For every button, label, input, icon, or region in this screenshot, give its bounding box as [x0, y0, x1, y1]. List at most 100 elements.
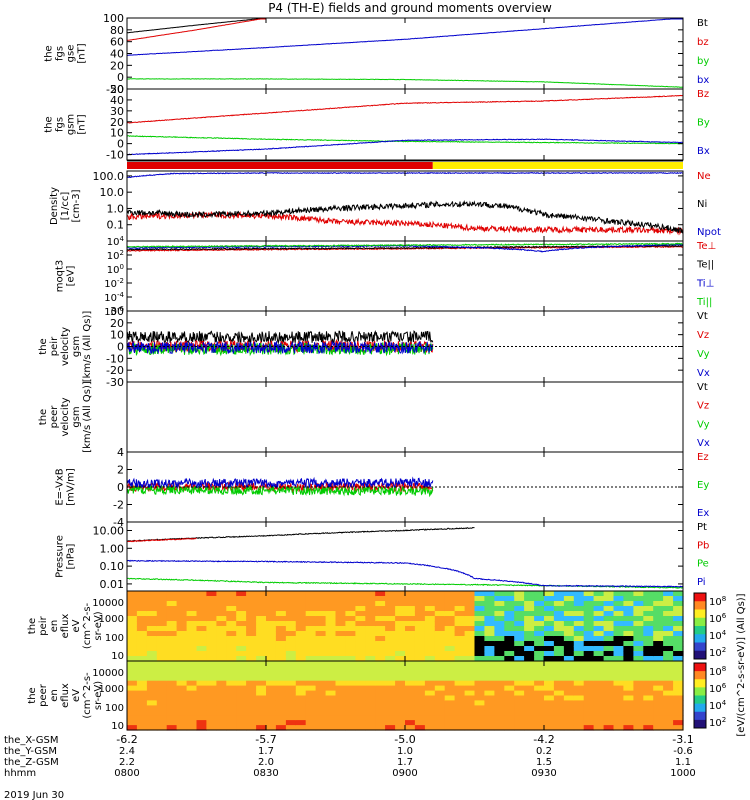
peir-eflux-cell: [424, 646, 436, 652]
fgs-gsm-legend-by: By: [697, 118, 710, 129]
peir-eflux-cell: [524, 616, 535, 622]
peer-eflux-cell: [236, 705, 247, 711]
peir-eflux-cell: [275, 601, 287, 607]
peer-eflux-cell: [573, 720, 585, 726]
peer-eflux-cell: [127, 725, 138, 731]
peer-eflux-cell: [166, 690, 178, 697]
peer-eflux-cell: [454, 715, 466, 721]
peer-eflux-cell: [226, 695, 237, 701]
peir-eflux-cell: [663, 656, 674, 662]
peir-eflux-cell: [166, 611, 178, 617]
peer-eflux-cell: [553, 705, 565, 711]
peir-eflux-cell: [295, 606, 307, 612]
peer-eflux-cell: [256, 665, 267, 672]
peir-eflux-cell: [176, 641, 188, 647]
peer-eflux-cell: [206, 710, 217, 716]
peir-eflux-cell: [236, 611, 247, 617]
peer-eflux-cell: [266, 705, 277, 711]
density-ylabel: [1/cc]: [60, 192, 71, 221]
peer-eflux-cell: [236, 715, 247, 721]
peir-eflux-cell: [335, 601, 346, 607]
peir-eflux-colorbar-cell: [694, 601, 706, 610]
peir-eflux-cell: [444, 601, 456, 607]
peer-eflux-cell: [593, 700, 605, 706]
peir-eflux-cell: [553, 631, 565, 637]
peer-eflux-cell: [315, 705, 327, 711]
fgs-gse-ytick-label: 20: [110, 59, 124, 72]
peir-eflux-cell: [365, 626, 376, 632]
peer-eflux-cell: [454, 720, 466, 726]
efield-ytick-label: -4: [113, 516, 124, 529]
peir-eflux-cell: [653, 641, 664, 647]
efield-ytick-label: -2: [113, 499, 124, 512]
peer-eflux-cell: [484, 705, 495, 711]
moqt3-frame: [126, 240, 684, 312]
efield-legend-ey: Ey: [697, 480, 709, 491]
peir-eflux-cell: [285, 601, 297, 607]
peer-eflux-cell: [603, 670, 615, 677]
peir-eflux-cell: [534, 651, 545, 657]
peir-eflux-cell: [673, 621, 684, 627]
peir-eflux-cell: [395, 616, 406, 622]
peir-eflux-cell: [643, 626, 654, 632]
peir-eflux-cell: [573, 656, 585, 662]
efield-legend-ez: Ez: [697, 452, 709, 463]
peir-eflux-cell: [246, 636, 257, 642]
peer-eflux-cell: [573, 710, 585, 716]
peir-eflux-cell: [216, 656, 227, 662]
peer-eflux-cell: [603, 685, 615, 692]
peer-velocity-ylabel: velocity: [60, 397, 71, 436]
peer-eflux-cell: [623, 685, 634, 692]
peir-eflux-cell: [335, 611, 346, 617]
peir-eflux-cell: [553, 591, 565, 597]
peer-eflux-cell: [146, 680, 158, 687]
peir-eflux-cell: [275, 656, 287, 662]
peer-eflux-cell: [444, 725, 456, 731]
peir-eflux-cell: [613, 651, 624, 657]
peer-eflux-cell: [355, 715, 366, 721]
peer-eflux-colorbar-cell: [694, 671, 706, 680]
peir-eflux-cell: [186, 616, 198, 622]
peir-eflux-cell: [226, 651, 237, 657]
peir-velocity-ylabel: peir: [49, 336, 60, 356]
peer-eflux-cell: [186, 725, 198, 731]
peer-eflux-cell: [613, 695, 624, 701]
peir-eflux-cell: [176, 616, 188, 622]
peer-eflux-cell: [464, 675, 476, 682]
pressure-legend-pt: Pt: [697, 522, 707, 533]
peir-eflux-cell: [305, 636, 317, 642]
peir-eflux-cell: [663, 636, 674, 642]
peer-eflux-cell: [514, 675, 525, 682]
peer-eflux-cell: [226, 685, 237, 692]
peir-eflux-cell: [534, 656, 545, 662]
peer-eflux-cell: [444, 685, 456, 692]
peer-eflux-cell: [246, 695, 257, 701]
peir-eflux-cell: [266, 636, 277, 642]
peir-eflux-cell: [434, 596, 446, 602]
peir-eflux-cell: [623, 601, 634, 607]
peir-eflux-cell: [544, 611, 555, 617]
peer-eflux-cell: [484, 680, 495, 687]
peir-eflux-cell: [663, 621, 674, 627]
peer-eflux-cell: [573, 675, 585, 682]
peer-eflux-cell: [166, 715, 178, 721]
peer-eflux-cell: [385, 705, 396, 711]
peir-eflux-cell: [514, 636, 525, 642]
peer-eflux-cell: [146, 725, 158, 731]
peer-eflux-cell: [405, 700, 416, 706]
peer-eflux-cell: [355, 690, 366, 697]
peir-eflux-cell: [295, 656, 307, 662]
peer-eflux-cell: [514, 705, 525, 711]
peer-eflux-cell: [514, 720, 525, 726]
peer-eflux-cell: [305, 700, 317, 706]
peir-eflux-ylabel: eflux: [60, 614, 71, 639]
peer-eflux-cell: [504, 700, 515, 706]
peir-eflux-cell: [444, 611, 456, 617]
peir-eflux-cell: [414, 591, 426, 597]
peer-eflux-cell: [156, 685, 168, 692]
peir-eflux-cell: [127, 626, 138, 632]
peir-eflux-cell: [146, 611, 158, 617]
peir-eflux-colorbar-cell: [694, 626, 706, 635]
peir-eflux-cell: [464, 616, 476, 622]
peir-eflux-cell: [405, 601, 416, 607]
